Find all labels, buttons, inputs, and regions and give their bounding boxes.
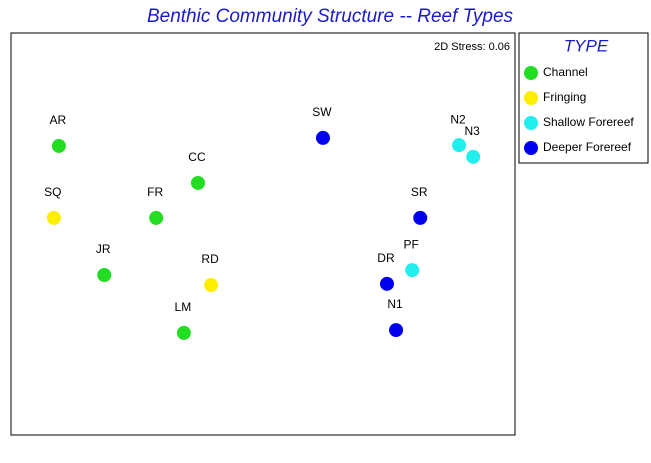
point-label: N1 bbox=[387, 297, 403, 311]
point bbox=[413, 210, 428, 225]
point bbox=[379, 276, 394, 291]
point bbox=[149, 210, 164, 225]
legend-label: Channel bbox=[543, 65, 588, 79]
point bbox=[315, 130, 330, 145]
point-label: PF bbox=[404, 237, 419, 251]
point bbox=[389, 323, 404, 338]
point bbox=[176, 325, 191, 340]
point-label: N2 bbox=[450, 112, 466, 126]
point-label: JR bbox=[96, 242, 111, 256]
stress-annotation: 2D Stress: 0.06 bbox=[434, 41, 510, 53]
legend-label: Shallow Forereef bbox=[543, 115, 634, 129]
point bbox=[452, 138, 467, 153]
point-label: SQ bbox=[44, 185, 61, 199]
point-label: RD bbox=[201, 252, 219, 266]
legend-marker bbox=[524, 116, 538, 130]
point bbox=[190, 175, 205, 190]
point-label: FR bbox=[147, 185, 163, 199]
legend-label: Fringing bbox=[543, 90, 586, 104]
point-label: N3 bbox=[464, 124, 480, 138]
point bbox=[97, 268, 112, 283]
point-label: LM bbox=[175, 300, 192, 314]
point-label: AR bbox=[50, 113, 67, 127]
point bbox=[46, 210, 61, 225]
point bbox=[204, 278, 219, 293]
point bbox=[51, 138, 66, 153]
chart-title: Benthic Community Structure -- Reef Type… bbox=[147, 6, 514, 27]
legend-title: TYPE bbox=[564, 36, 609, 55]
plot-frame bbox=[10, 32, 516, 436]
legend-marker bbox=[524, 91, 538, 105]
point-label: SW bbox=[312, 105, 332, 119]
legend-label: Deeper Forereef bbox=[543, 140, 632, 154]
point bbox=[405, 263, 420, 278]
legend-box bbox=[518, 32, 649, 164]
point-label: DR bbox=[377, 251, 395, 265]
legend-marker bbox=[524, 66, 538, 80]
legend-marker bbox=[524, 141, 538, 155]
point-label: CC bbox=[188, 150, 206, 164]
point bbox=[466, 149, 481, 164]
point-label: SR bbox=[411, 185, 428, 199]
